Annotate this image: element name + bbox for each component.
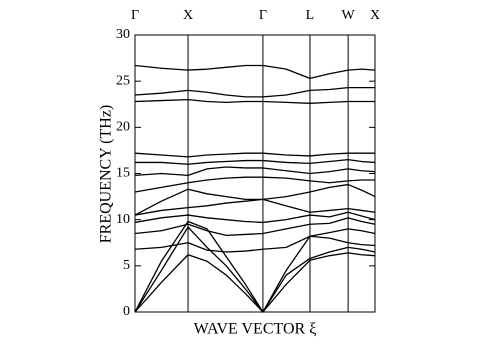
- y-tick-label: 25: [116, 73, 130, 88]
- plot-frame: [134, 34, 376, 313]
- x-tick-label: Γ: [259, 8, 267, 23]
- band-line: [134, 198, 376, 216]
- x-axis-label: WAVE VECTOR ξ: [194, 321, 317, 338]
- band-line: [134, 220, 376, 313]
- band-line: [134, 252, 376, 313]
- x-tick-label: X: [370, 8, 380, 23]
- x-tick-label: X: [183, 8, 193, 23]
- band-line: [134, 98, 375, 104]
- band-line: [134, 64, 376, 80]
- band-line: [134, 211, 376, 224]
- band-line: [134, 152, 375, 158]
- band-line: [134, 166, 376, 176]
- x-tick-label: W: [342, 8, 356, 23]
- band-line: [134, 176, 375, 193]
- y-tick-label: 30: [116, 27, 130, 42]
- y-tick-label: 5: [123, 258, 130, 273]
- y-tick-label: 0: [123, 304, 130, 319]
- y-axis-label: FREQUENCY (THz): [98, 105, 115, 244]
- y-tick-label: 15: [116, 166, 130, 181]
- x-tick-label: L: [306, 8, 315, 23]
- band-line: [134, 228, 376, 253]
- x-tick-label: Γ: [131, 8, 139, 23]
- band-line: [135, 159, 376, 165]
- y-tick-label: 10: [116, 212, 130, 227]
- band-line: [134, 86, 375, 98]
- band-line: [134, 183, 376, 216]
- y-tick-label: 20: [116, 120, 130, 135]
- band-line: [134, 217, 376, 237]
